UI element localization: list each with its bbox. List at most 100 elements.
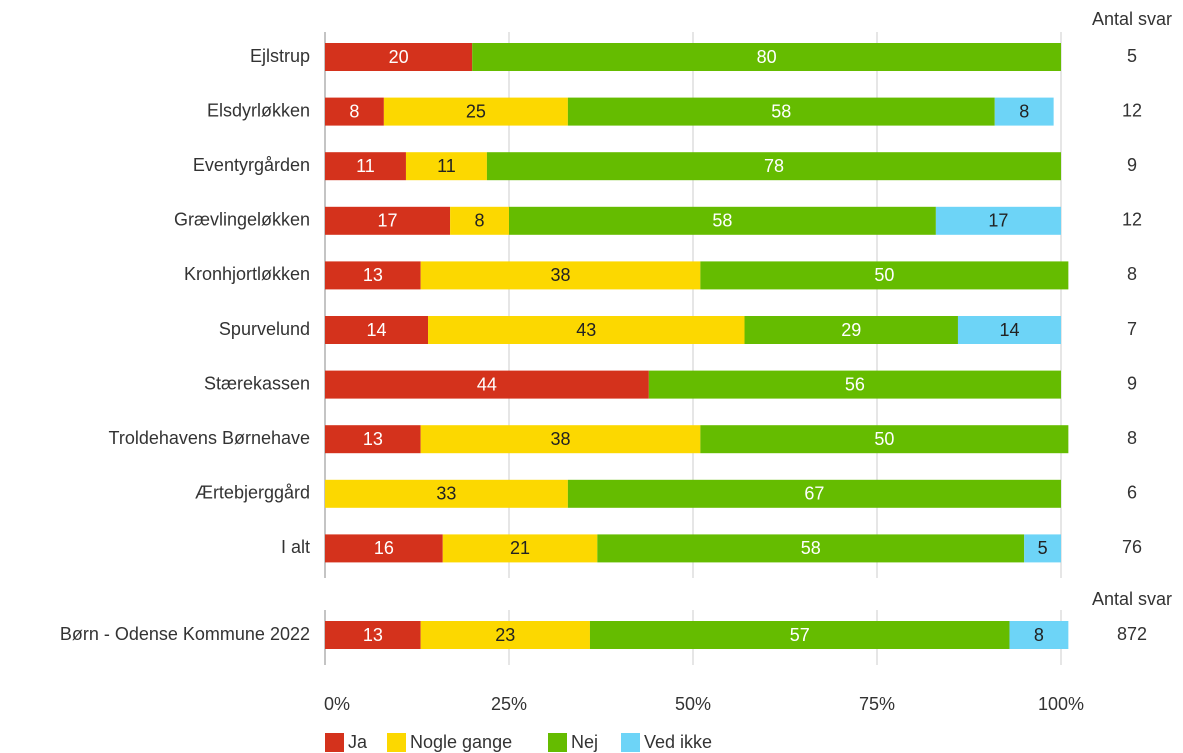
bar-segment — [957, 316, 1061, 344]
y-tick-label: Eventyrgården — [193, 155, 310, 175]
count-label: 76 — [1122, 537, 1142, 557]
value-label: 67 — [804, 484, 824, 504]
count-label: 12 — [1122, 210, 1142, 230]
value-label: 8 — [349, 101, 359, 121]
counts-header: Antal svar — [1092, 9, 1172, 29]
bar-segment — [450, 206, 509, 235]
bar-segment — [325, 425, 421, 454]
legend-label: Ja — [348, 732, 368, 752]
y-tick-label: Elsdyrløkken — [207, 100, 310, 120]
value-label: 50 — [874, 429, 894, 449]
count-label: 9 — [1127, 155, 1137, 175]
y-tick-label: Spurvelund — [219, 319, 310, 339]
x-tick-label: 0% — [324, 694, 350, 714]
counts-header: Antal svar — [1092, 589, 1172, 609]
y-tick-label: Ærtebjerggård — [195, 483, 310, 503]
x-tick-label: 50% — [675, 694, 711, 714]
bar-segment — [1009, 621, 1069, 649]
bar-segment — [589, 621, 1010, 649]
bar-segment — [325, 621, 421, 649]
legend-swatch — [325, 733, 344, 752]
bar-segment — [420, 425, 701, 454]
value-label: 38 — [551, 429, 571, 449]
bar-segment — [325, 97, 384, 126]
value-label: 58 — [712, 211, 732, 231]
bar-segment — [597, 534, 1025, 563]
value-label: 33 — [436, 484, 456, 504]
legend-label: Nogle gange — [410, 732, 512, 752]
value-label: 8 — [475, 211, 485, 231]
bar-segment — [325, 534, 443, 563]
bar-segment — [744, 316, 958, 344]
legend-swatch — [387, 733, 406, 752]
bar-segment — [325, 43, 473, 71]
bar-segment — [700, 261, 1069, 290]
bar-segment — [567, 479, 1061, 508]
legend-label: Nej — [571, 732, 598, 752]
value-label: 44 — [477, 374, 497, 394]
legend-swatch — [621, 733, 640, 752]
bar-segment — [325, 479, 568, 508]
value-label: 8 — [1019, 101, 1029, 121]
y-tick-label: Stærekassen — [204, 373, 310, 393]
value-label: 78 — [764, 156, 784, 176]
value-label: 14 — [367, 320, 387, 340]
bar-segment — [325, 206, 451, 235]
value-label: 17 — [988, 211, 1008, 231]
count-label: 8 — [1127, 428, 1137, 448]
count-label: 872 — [1117, 624, 1147, 644]
count-label: 7 — [1127, 319, 1137, 339]
value-label: 13 — [363, 429, 383, 449]
value-label: 16 — [374, 538, 394, 558]
bar-segment — [325, 261, 421, 290]
value-label: 43 — [576, 320, 596, 340]
bar-segment — [567, 97, 995, 126]
value-label: 5 — [1038, 538, 1048, 558]
value-label: 29 — [841, 320, 861, 340]
bar-segment — [1024, 534, 1061, 563]
value-label: 11 — [437, 156, 456, 176]
y-tick-label: Kronhjortløkken — [184, 264, 310, 284]
y-tick-label: I alt — [281, 537, 310, 557]
value-label: 17 — [378, 211, 398, 231]
value-label: 11 — [356, 156, 375, 176]
value-label: 56 — [845, 374, 865, 394]
value-label: 25 — [466, 101, 486, 121]
bar-segment — [994, 97, 1054, 126]
count-label: 12 — [1122, 100, 1142, 120]
value-label: 58 — [771, 101, 791, 121]
bar-segment — [700, 425, 1069, 454]
bar-segment — [405, 152, 487, 181]
y-tick-label: Grævlingeløkken — [174, 210, 310, 230]
value-label: 21 — [510, 538, 530, 558]
bar-segment — [509, 206, 936, 235]
bar-segment — [442, 534, 598, 563]
legend-label: Ved ikke — [644, 732, 712, 752]
bar-segment — [325, 370, 649, 399]
bar-segment — [648, 370, 1061, 399]
x-tick-label: 25% — [491, 694, 527, 714]
bar-segment — [935, 206, 1061, 235]
bar-segment — [486, 152, 1061, 181]
value-label: 58 — [801, 538, 821, 558]
x-tick-label: 100% — [1038, 694, 1084, 714]
value-label: 38 — [551, 265, 571, 285]
value-label: 20 — [389, 47, 409, 67]
value-label: 13 — [363, 625, 383, 645]
value-label: 80 — [757, 47, 777, 67]
value-label: 14 — [999, 320, 1019, 340]
bar-segment — [383, 97, 568, 126]
y-tick-label: Børn - Odense Kommune 2022 — [60, 624, 310, 644]
count-label: 8 — [1127, 264, 1137, 284]
value-label: 8 — [1034, 625, 1044, 645]
value-label: 50 — [874, 265, 894, 285]
bar-segment — [420, 261, 701, 290]
bar-segment — [472, 43, 1061, 71]
x-tick-label: 75% — [859, 694, 895, 714]
value-label: 13 — [363, 265, 383, 285]
value-label: 23 — [495, 625, 515, 645]
bar-segment — [420, 621, 590, 649]
legend-swatch — [548, 733, 567, 752]
value-label: 57 — [790, 625, 810, 645]
